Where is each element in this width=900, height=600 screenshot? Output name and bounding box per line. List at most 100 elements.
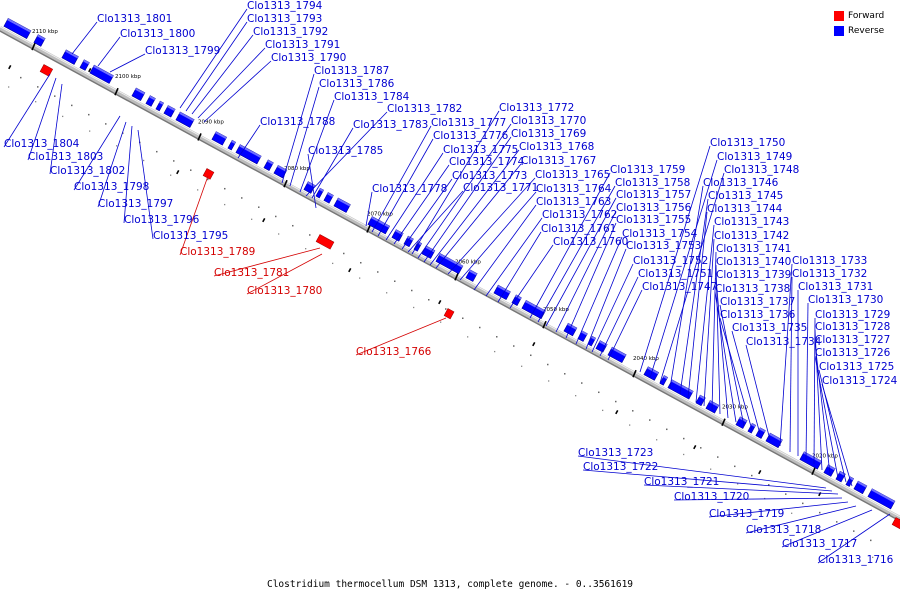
track-dot bbox=[445, 308, 447, 310]
reverse-gene-label-leader bbox=[703, 238, 715, 407]
reverse-gene-label-leader bbox=[71, 21, 98, 55]
track-dot bbox=[62, 115, 64, 118]
reverse-gene-label: Clo1313_1772 bbox=[499, 102, 574, 114]
reverse-gene-label: Clo1313_1795 bbox=[153, 230, 228, 242]
reverse-gene-label: Clo1313_1750 bbox=[710, 137, 785, 149]
reverse-gene bbox=[89, 64, 114, 84]
track-dot bbox=[479, 326, 481, 329]
scale-tick-label: 2020 kbp bbox=[812, 454, 838, 460]
scale-tick bbox=[542, 320, 547, 329]
reverse-gene-label-leader bbox=[659, 172, 725, 384]
track-dot bbox=[802, 502, 804, 505]
reverse-gene-label-leader bbox=[607, 289, 643, 361]
reverse-gene-label-leader bbox=[679, 198, 709, 395]
reverse-gene-label: Clo1313_1794 bbox=[247, 0, 323, 12]
reverse-gene bbox=[155, 100, 165, 112]
reverse-gene-label: Clo1313_1724 bbox=[822, 375, 898, 387]
reverse-gene-label: Clo1313_1777 bbox=[431, 117, 506, 129]
track-dot bbox=[785, 493, 787, 495]
reverse-gene bbox=[799, 451, 823, 470]
track-dot bbox=[394, 280, 396, 282]
track-dot bbox=[37, 86, 39, 88]
backbone bbox=[0, 26, 900, 520]
track-dash bbox=[8, 65, 12, 70]
reverse-gene-label-leader bbox=[731, 330, 761, 435]
forward-gene bbox=[202, 168, 215, 180]
forward-gene bbox=[315, 234, 335, 250]
forward-gene-label: Clo1313_1781 bbox=[214, 267, 289, 279]
scale-tick bbox=[366, 225, 371, 233]
reverse-gene-label: Clo1313_1775 bbox=[443, 144, 518, 156]
reverse-gene-label-leader bbox=[719, 317, 753, 431]
track-dash bbox=[615, 410, 619, 415]
track-dot bbox=[8, 86, 10, 88]
track-dot bbox=[278, 233, 280, 235]
reverse-gene-label: Clo1313_1770 bbox=[511, 115, 586, 127]
reverse-gene-label-leader bbox=[813, 317, 816, 465]
track-dot bbox=[615, 400, 617, 403]
track-dot bbox=[768, 484, 770, 486]
reverse-gene-label: Clo1313_1730 bbox=[808, 294, 883, 306]
reverse-gene-label-leader bbox=[473, 204, 537, 291]
track-dot bbox=[836, 521, 838, 523]
track-dot bbox=[292, 224, 294, 227]
reverse-gene-label-leader bbox=[591, 263, 634, 353]
reverse-gene-label-leader bbox=[814, 355, 839, 479]
track-dot bbox=[258, 206, 260, 208]
reverse-gene-label: Clo1313_1733 bbox=[792, 255, 867, 267]
reverse-gene-label-leader bbox=[307, 153, 317, 209]
reverse-gene-label-leader bbox=[643, 484, 839, 495]
track-dot bbox=[521, 365, 523, 367]
reverse-gene-label-leader bbox=[485, 217, 543, 297]
forward-gene bbox=[443, 308, 455, 320]
reverse-gene-label: Clo1313_1764 bbox=[536, 183, 612, 195]
reverse-gene-label-leader bbox=[577, 455, 827, 489]
reverse-gene-label-leader bbox=[821, 383, 853, 487]
reverse-gene-label: Clo1313_1799 bbox=[145, 45, 220, 57]
reverse-gene-label-leader bbox=[385, 152, 444, 241]
track-dot bbox=[359, 277, 361, 279]
reverse-gene bbox=[413, 241, 423, 252]
reverse-gene-label: Clo1313_1739 bbox=[716, 269, 791, 281]
reverse-gene-label: Clo1313_1740 bbox=[716, 256, 791, 268]
reverse-gene-label: Clo1313_1745 bbox=[708, 190, 783, 202]
track-dot bbox=[173, 160, 175, 162]
scale-tick-label: 2030 kbp bbox=[722, 405, 748, 411]
track-dot bbox=[494, 350, 496, 353]
track-dot bbox=[88, 113, 90, 116]
reverse-gene-label: Clo1313_1757 bbox=[616, 189, 691, 201]
reverse-gene bbox=[755, 427, 766, 439]
reverse-gene-label: Clo1313_1751 bbox=[638, 268, 713, 280]
reverse-gene bbox=[227, 139, 237, 151]
reverse-gene-label: Clo1313_1791 bbox=[265, 39, 340, 51]
scale-tick bbox=[632, 369, 637, 378]
gene-labels: Clo1313_1801 Clo1313_1800 Clo1313_1799 Clo1… bbox=[4, 0, 898, 566]
forward-gene-label-leader bbox=[213, 247, 321, 277]
reverse-gene bbox=[79, 59, 90, 71]
track-dot bbox=[734, 465, 736, 468]
scale-tick-label: 2060 kbp bbox=[455, 259, 481, 265]
track-dot bbox=[207, 178, 209, 181]
reverse-gene-label: Clo1313_1746 bbox=[703, 177, 779, 189]
reverse-gene-label: Clo1313_1734 bbox=[746, 336, 822, 348]
forward-gene-label: Clo1313_1789 bbox=[180, 246, 255, 258]
reverse-gene-label: Clo1313_1765 bbox=[535, 169, 610, 181]
reverse-gene-label: Clo1313_1773 bbox=[452, 170, 527, 182]
track-dot bbox=[710, 468, 712, 470]
reverse-gene-label-leader bbox=[459, 191, 537, 281]
reverse-gene-label: Clo1313_1768 bbox=[519, 141, 594, 153]
reverse-gene-label: Clo1313_1803 bbox=[28, 151, 103, 163]
forward-swatch bbox=[834, 10, 844, 21]
scale-tick bbox=[114, 87, 119, 96]
track-dot bbox=[598, 391, 600, 394]
track-dot bbox=[332, 262, 334, 265]
track-dash bbox=[758, 470, 762, 475]
reverse-gene-label: Clo1313_1793 bbox=[247, 13, 322, 25]
reverse-gene-label: Clo1313_1726 bbox=[815, 347, 891, 359]
track-dot bbox=[818, 527, 820, 529]
track-dot bbox=[700, 447, 702, 449]
reverse-gene bbox=[867, 488, 896, 510]
scale-tick-label: 2050 kbp bbox=[543, 307, 569, 313]
reverse-gene-label-leader bbox=[109, 53, 146, 73]
